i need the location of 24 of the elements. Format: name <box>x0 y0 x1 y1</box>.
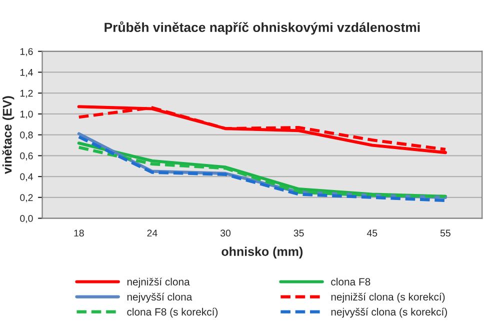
y-tick-label: 1,0 <box>20 110 33 119</box>
y-tick-label: 0,6 <box>20 152 33 160</box>
chart-title: Průběh vinětace napříč ohniskovými vzdálenostmi <box>104 21 420 35</box>
y-tick-label: 1,6 <box>20 48 33 56</box>
x-tick-label: 55 <box>440 230 450 237</box>
y-axis-title: vinětace (EV) <box>2 96 14 174</box>
x-tick-label: 24 <box>147 230 158 236</box>
y-tick-label: 0,0 <box>20 215 33 224</box>
legend-label: nejnižší clona (s korekcí) <box>331 292 445 303</box>
legend-label: clona F8 (s korekcí) <box>127 308 218 318</box>
legend-label: nejvyšší clona (s korekcí) <box>331 308 447 318</box>
x-tick-label: 30 <box>220 230 231 237</box>
legend-label: clona F8 <box>331 278 370 286</box>
y-tick-label: 1,2 <box>20 90 33 98</box>
y-tick-label: 0,4 <box>20 173 33 182</box>
y-tick-label: 1,4 <box>20 69 33 77</box>
legend-label: nejnižší clona <box>127 278 190 288</box>
legend-label: nejvyšší clona <box>127 292 192 303</box>
x-tick-label: 35 <box>294 230 304 237</box>
x-tick-label: 45 <box>366 230 378 237</box>
y-tick-label: 0,2 <box>20 194 33 202</box>
x-axis-title: ohnisko (mm) <box>222 246 303 258</box>
y-tick-label: 0,8 <box>20 132 33 140</box>
x-tick-label: 18 <box>74 230 84 237</box>
